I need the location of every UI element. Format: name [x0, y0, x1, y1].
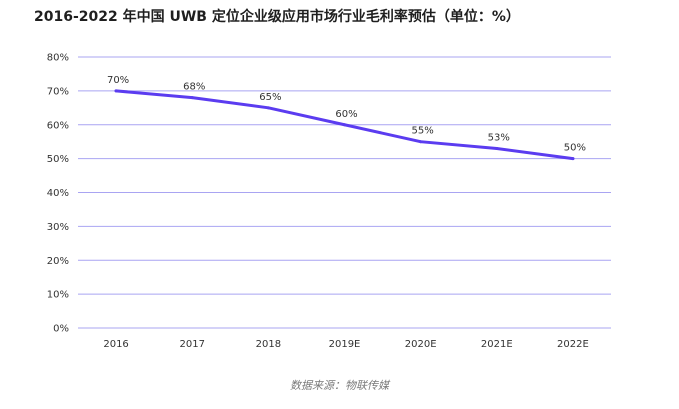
data-label: 55% — [412, 126, 434, 137]
data-label: 53% — [488, 132, 510, 143]
data-label: 50% — [564, 143, 586, 154]
data-source-note: 数据来源：物联传媒 — [290, 379, 389, 392]
y-tick-label: 10% — [47, 290, 69, 301]
x-tick-label: 2018 — [256, 339, 281, 350]
data-point — [266, 106, 270, 110]
y-tick-label: 60% — [47, 120, 69, 131]
y-tick-label: 0% — [53, 324, 69, 335]
x-tick-label: 2016 — [103, 339, 128, 350]
y-tick-label: 40% — [47, 188, 69, 199]
data-point — [190, 96, 194, 100]
gridlines — [78, 56, 611, 329]
y-tick-label: 20% — [47, 256, 69, 267]
y-tick-label: 50% — [47, 154, 69, 165]
x-tick-label: 2022E — [557, 339, 589, 350]
x-tick-label: 2019E — [329, 339, 361, 350]
chart-title: 2016-2022 年中国 UWB 定位企业级应用市场行业毛利率预估（单位：%） — [34, 9, 520, 25]
data-point — [114, 89, 118, 93]
series-layer — [114, 89, 575, 161]
x-axis-tick-labels: 2016 2017 2018 2019E 2020E 2021E 2022E — [103, 339, 588, 350]
data-label: 60% — [335, 109, 357, 120]
x-tick-label: 2017 — [179, 339, 204, 350]
data-point — [571, 157, 575, 161]
y-axis-tick-labels: 0% 10% 20% 30% 40% 50% 60% 70% 80% — [47, 53, 69, 335]
data-point — [419, 140, 423, 144]
y-tick-label: 70% — [47, 86, 69, 97]
y-tick-label: 80% — [47, 53, 69, 64]
x-tick-label: 2021E — [481, 339, 513, 350]
x-tick-label: 2020E — [405, 339, 437, 350]
data-point — [495, 146, 499, 150]
data-label: 68% — [183, 82, 205, 93]
y-tick-label: 30% — [47, 222, 69, 233]
data-label: 65% — [259, 92, 281, 103]
data-labels: 70% 68% 65% 60% 55% 53% 50% — [107, 75, 586, 154]
data-point — [343, 123, 346, 127]
data-label: 70% — [107, 75, 129, 86]
